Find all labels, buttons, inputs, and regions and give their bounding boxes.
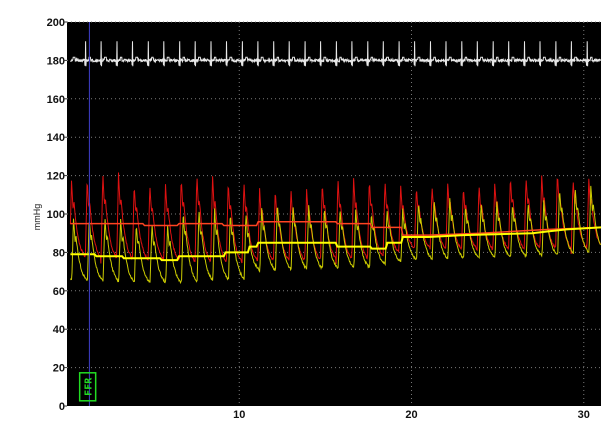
y-tick-labels: 0 20 40 60 80 100 120 140 160 180 200 xyxy=(47,17,67,413)
ffr-marker: FFR xyxy=(78,372,97,402)
ffr-marker-label: FFR xyxy=(84,377,95,396)
y-axis-label: mmHg xyxy=(32,204,42,231)
x-tick-labels: 10 20 30 xyxy=(233,409,590,421)
y-tick-label: 200 xyxy=(47,17,65,29)
ffr-marker-box xyxy=(78,372,97,402)
x-tick-label: 20 xyxy=(405,409,417,421)
y-tick-label: 140 xyxy=(47,132,65,144)
distal-pressure-line xyxy=(69,185,602,285)
series-lines xyxy=(69,41,602,285)
aortic-pressure-line xyxy=(69,172,602,265)
y-tick-label: 80 xyxy=(53,247,65,259)
y-tick-label: 60 xyxy=(53,286,65,298)
y-tick-label: 100 xyxy=(47,209,65,221)
mean-distal-line xyxy=(70,226,602,262)
mean-aortic-line xyxy=(70,220,602,236)
y-tick-label: 0 xyxy=(59,401,65,413)
x-tick-label: 30 xyxy=(578,409,590,421)
y-tick-label: 40 xyxy=(53,324,65,336)
y-tick-label: 120 xyxy=(47,171,65,183)
y-tick-label: 180 xyxy=(47,55,65,67)
x-tick-label: 10 xyxy=(233,409,245,421)
y-tick-label: 20 xyxy=(53,363,65,375)
y-tick-label: 160 xyxy=(47,94,65,106)
ecg-trace xyxy=(69,41,602,67)
